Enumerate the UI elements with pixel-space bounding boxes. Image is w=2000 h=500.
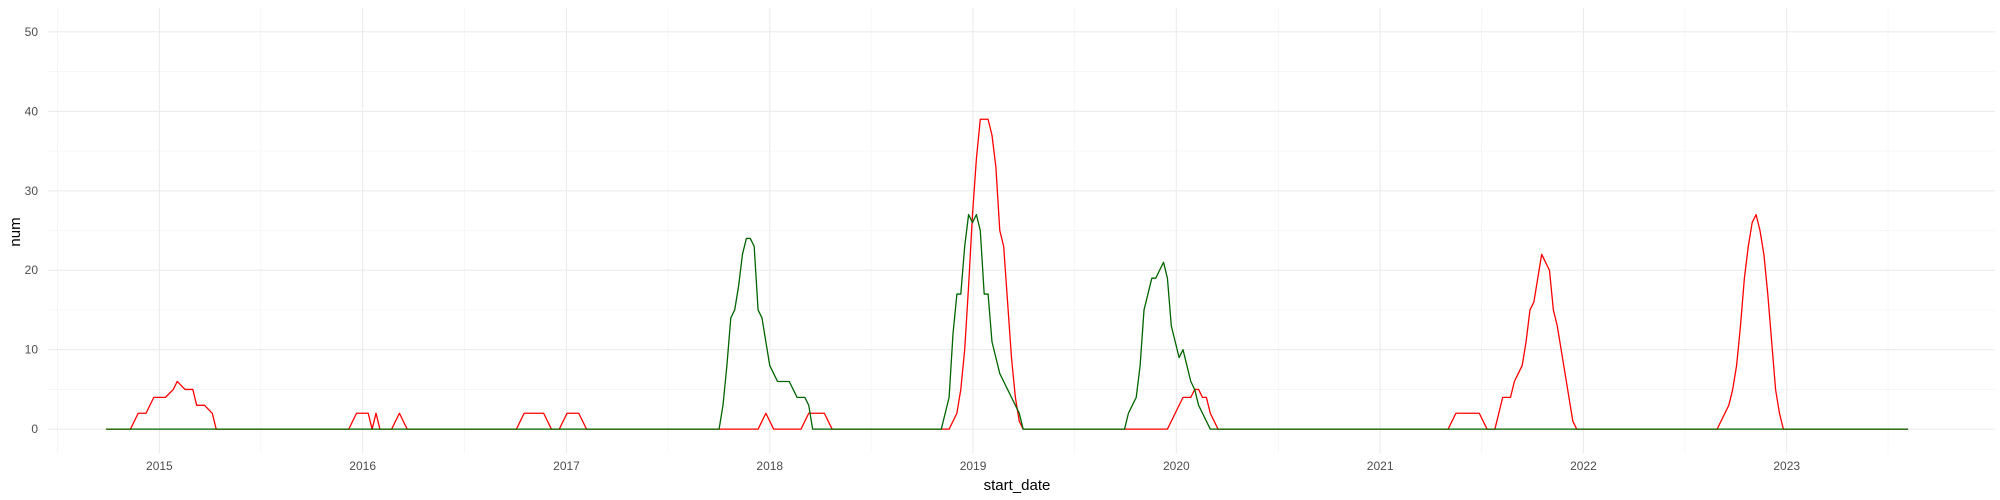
series-layer (105, 118, 1909, 430)
x-tick-label: 2023 (1773, 459, 1800, 473)
y-axis-tick-labels: 0 10 20 30 40 50 (25, 25, 39, 436)
x-tick-label: 2015 (146, 459, 173, 473)
x-tick-label: 2017 (553, 459, 580, 473)
series-line-2 (105, 213, 1909, 430)
y-axis-title: num (7, 217, 24, 246)
series-line-1 (105, 118, 1909, 430)
y-tick-label: 20 (25, 263, 39, 277)
x-tick-label: 2020 (1163, 459, 1190, 473)
x-tick-label: 2021 (1367, 459, 1394, 473)
y-tick-label: 40 (25, 104, 39, 118)
y-tick-label: 0 (31, 422, 38, 436)
x-tick-label: 2019 (960, 459, 987, 473)
y-tick-label: 30 (25, 184, 39, 198)
x-tick-label: 2022 (1570, 459, 1597, 473)
minor-y-gridlines (48, 71, 1995, 390)
major-x-gridlines (158, 8, 1788, 453)
x-axis-title: start_date (984, 477, 1051, 494)
x-tick-label: 2018 (756, 459, 783, 473)
y-tick-label: 50 (25, 25, 39, 39)
x-axis-tick-labels: 2015 2016 2017 2018 2019 2020 2021 2022 2023 (146, 459, 1800, 473)
y-tick-label: 10 (25, 343, 39, 357)
x-tick-label: 2016 (349, 459, 376, 473)
